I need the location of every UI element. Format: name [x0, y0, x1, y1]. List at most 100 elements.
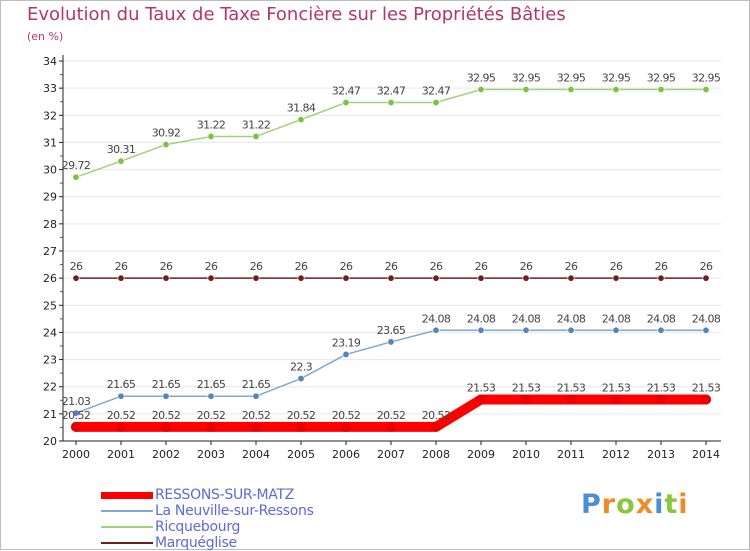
- logo-letter: o: [616, 489, 636, 520]
- data-point: [207, 392, 215, 400]
- data-label: 21.65: [107, 378, 136, 391]
- data-point: [117, 392, 125, 400]
- data-point: [701, 394, 711, 405]
- data-point: [567, 274, 575, 282]
- data-point: [297, 116, 305, 124]
- data-label: 29.72: [62, 159, 91, 172]
- data-label: 22.3: [290, 361, 313, 374]
- data-point: [252, 392, 260, 400]
- data-label: 32.95: [602, 72, 631, 85]
- data-point: [162, 274, 170, 282]
- data-label: 21.53: [512, 381, 541, 394]
- data-point: [161, 421, 171, 432]
- y-tick-label: 31: [43, 136, 57, 149]
- data-label: 26: [475, 260, 488, 273]
- data-point: [206, 421, 216, 432]
- data-point: [342, 274, 350, 282]
- data-point: [72, 173, 80, 181]
- data-label: 21.53: [692, 381, 721, 394]
- y-tick-label: 21: [43, 408, 57, 421]
- data-point: [387, 338, 395, 346]
- x-tick-label: 2007: [377, 448, 405, 461]
- data-label: 26: [655, 260, 668, 273]
- x-tick-label: 2002: [152, 448, 180, 461]
- data-point: [71, 421, 81, 432]
- data-label: 32.47: [377, 85, 406, 98]
- data-label: 24.08: [422, 312, 451, 325]
- logo-letter: i: [678, 489, 689, 520]
- data-point: [612, 326, 620, 334]
- data-point: [521, 394, 531, 405]
- data-point: [251, 421, 261, 432]
- data-point: [117, 157, 125, 165]
- logo-letter: t: [664, 489, 679, 520]
- data-label: 26: [430, 260, 443, 273]
- data-label: 23.65: [377, 324, 406, 337]
- x-tick-label: 2006: [332, 448, 360, 461]
- data-point: [117, 274, 125, 282]
- data-label: 26: [610, 260, 623, 273]
- x-tick-label: 2000: [62, 448, 90, 461]
- data-label: 24.08: [602, 312, 631, 325]
- y-tick-label: 32: [43, 109, 57, 122]
- data-point: [297, 274, 305, 282]
- legend-label: Marquéglise: [155, 535, 237, 551]
- y-tick-label: 25: [43, 299, 57, 312]
- y-tick-label: 22: [43, 381, 57, 394]
- data-point: [702, 274, 710, 282]
- data-label: 20.52: [332, 409, 361, 422]
- data-label: 21.53: [467, 381, 496, 394]
- data-point: [252, 132, 260, 140]
- data-point: [477, 326, 485, 334]
- logo-letter: r: [601, 489, 617, 520]
- data-point: [476, 394, 486, 405]
- data-label: 32.95: [647, 72, 676, 85]
- x-tick-label: 2010: [512, 448, 540, 461]
- data-point: [342, 350, 350, 358]
- y-tick-label: 29: [43, 191, 57, 204]
- data-point: [432, 99, 440, 107]
- data-label: 26: [520, 260, 533, 273]
- x-tick-label: 2001: [107, 448, 135, 461]
- data-point: [611, 394, 621, 405]
- data-label: 32.95: [467, 72, 496, 85]
- data-label: 21.65: [242, 378, 271, 391]
- x-tick-label: 2011: [557, 448, 585, 461]
- legend-swatch: [101, 510, 153, 512]
- data-label: 32.95: [557, 72, 586, 85]
- y-tick-label: 20: [43, 435, 57, 448]
- data-label: 32.95: [692, 72, 721, 85]
- data-point: [116, 421, 126, 432]
- data-label: 21.65: [197, 378, 226, 391]
- data-label: 26: [340, 260, 353, 273]
- data-point: [297, 375, 305, 383]
- data-point: [387, 99, 395, 107]
- x-tick-label: 2003: [197, 448, 225, 461]
- legend-swatch: [101, 526, 153, 528]
- data-label: 26: [700, 260, 713, 273]
- data-point: [386, 421, 396, 432]
- data-label: 26: [385, 260, 398, 273]
- x-tick-label: 2009: [467, 448, 495, 461]
- y-tick-label: 34: [43, 55, 57, 68]
- data-point: [567, 326, 575, 334]
- chart-title: Evolution du Taux de Taxe Foncière sur l…: [27, 4, 566, 25]
- data-label: 20.52: [152, 409, 181, 422]
- data-label: 21.53: [647, 381, 676, 394]
- unit-label: (en %): [27, 30, 64, 43]
- data-point: [341, 421, 351, 432]
- x-tick-label: 2004: [242, 448, 270, 461]
- data-label: 26: [565, 260, 578, 273]
- y-tick-label: 28: [43, 218, 57, 231]
- data-point: [702, 86, 710, 94]
- data-label: 20.52: [377, 409, 406, 422]
- y-tick-label: 33: [43, 82, 57, 95]
- data-label: 26: [160, 260, 173, 273]
- data-label: 20.52: [197, 409, 226, 422]
- data-point: [387, 274, 395, 282]
- data-label: 20.52: [107, 409, 136, 422]
- data-point: [162, 141, 170, 149]
- data-label: 30.31: [107, 143, 136, 156]
- data-label: 31.22: [197, 118, 226, 131]
- data-point: [342, 99, 350, 107]
